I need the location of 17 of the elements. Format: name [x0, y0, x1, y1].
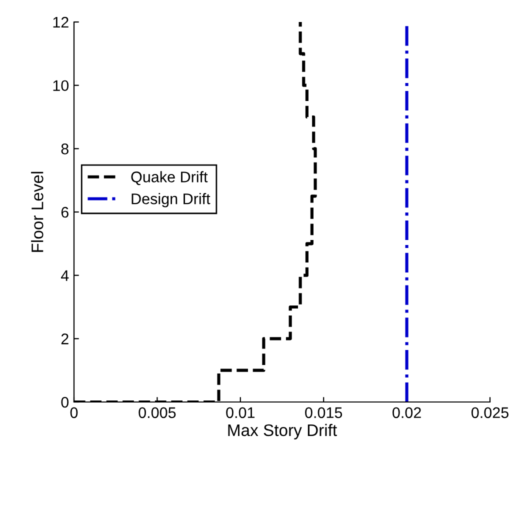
- x-tick-label: 0.02: [392, 407, 421, 418]
- y-tick-label: 8: [61, 144, 68, 154]
- y-tick-label: 12: [53, 16, 68, 28]
- x-tick-label: 0.025: [471, 407, 508, 418]
- y-tick-label: 10: [53, 80, 69, 92]
- x-tick-label: 0: [70, 407, 78, 418]
- y-axis-title: Floor Level: [31, 172, 44, 252]
- y-tick-label: 4: [60, 270, 69, 281]
- y-tick-label: 6: [61, 206, 68, 218]
- y-tick-label: 0: [61, 396, 69, 408]
- y-tick-label: 2: [61, 334, 68, 344]
- legend-label: Quake Drift: [131, 171, 208, 186]
- legend-label: Design Drift: [132, 193, 210, 208]
- x-tick-label: 0.01: [226, 407, 255, 418]
- x-tick-label: 0.015: [305, 407, 342, 418]
- x-tick-label: 0.005: [138, 407, 176, 418]
- x-axis-title: Max Story Drift: [228, 424, 337, 440]
